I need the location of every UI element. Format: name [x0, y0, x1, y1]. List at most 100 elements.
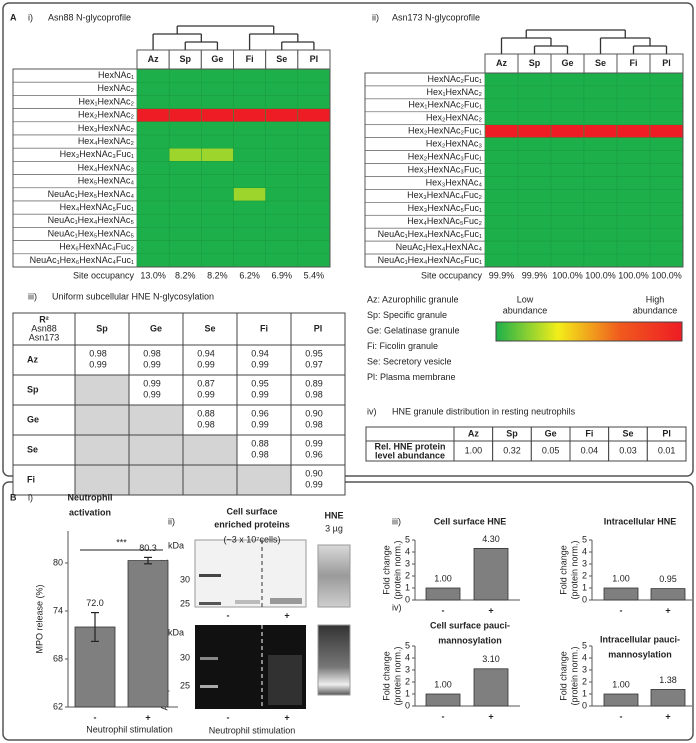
heatmap-cell	[201, 213, 234, 228]
lane-label: -	[227, 610, 230, 620]
heatmap-cell	[265, 134, 299, 149]
heatmap-cell	[517, 85, 552, 100]
lane-label: +	[284, 712, 289, 722]
row-label: NeuAc₁Hex₄HexNAc₅	[48, 215, 135, 225]
heatmap-cell	[168, 200, 202, 215]
row-label: Hex₄HexNAc₅Fuc₂	[407, 216, 482, 226]
definition: Pl: Plasma membrane	[367, 372, 456, 382]
heatmap-cell	[484, 72, 519, 87]
table-cell	[182, 464, 238, 496]
correlation-value: 0.98	[143, 348, 161, 358]
y-axis-label: Fold change	[558, 651, 568, 701]
heatmap-cell	[583, 98, 618, 113]
occupancy-value: 8.2%	[207, 270, 228, 280]
heatmap-cell	[233, 108, 266, 123]
row-label: level abundance	[375, 450, 445, 460]
heatmap-cell	[616, 98, 651, 113]
error-bar	[144, 556, 152, 565]
y-tick-label: 1	[405, 688, 410, 698]
row-label: Hex₂HexNAc₂	[78, 110, 135, 120]
definition: Sp: Specific granule	[367, 310, 447, 320]
y-tick-label: 4	[405, 546, 410, 556]
y-tick-label: 0	[405, 700, 410, 710]
heatmap-cell	[583, 124, 618, 138]
heatmap-cell	[616, 111, 651, 125]
occupancy-value: 6.2%	[239, 270, 260, 280]
heatmap-title: Asn88 N-glycoprofile	[48, 12, 131, 22]
heatmap-cell	[484, 85, 519, 100]
heatmap-cell	[168, 161, 202, 175]
y-tick-label: 1	[405, 582, 410, 592]
heatmap-cell	[265, 161, 299, 175]
heatmap-cell	[616, 240, 651, 255]
column-header: Se	[276, 54, 287, 64]
heatmap-frame	[364, 72, 684, 268]
heatmap-cell	[168, 147, 202, 162]
heatmap-cell	[265, 240, 299, 255]
row-label: Se	[27, 444, 38, 454]
panel-sublabel: iii)	[392, 516, 401, 526]
blot-subtitle: (~3 x 10⁷cells)	[223, 534, 280, 544]
occupancy-value: 99.9%	[522, 270, 548, 280]
chart-title: Intracellular pauci-	[600, 634, 680, 644]
bar	[650, 689, 686, 707]
heatmap-cell	[168, 95, 202, 109]
heatmap-cell	[297, 108, 331, 123]
heatmap-cell	[265, 213, 299, 228]
heatmap-cell	[649, 124, 684, 138]
heatmap-cell	[583, 150, 618, 164]
table-cell	[12, 374, 76, 406]
heatmap-cell	[168, 187, 202, 202]
heatmap-cell	[583, 85, 618, 100]
chart-title: Neutrophil	[68, 492, 113, 502]
heatmap-cell	[649, 227, 684, 242]
heatmap-cell	[583, 137, 618, 151]
y-axis-label: Fold change	[558, 545, 568, 595]
table-cell	[74, 434, 130, 466]
row-label: Hex₂HexNAc₂Fuc₁	[408, 126, 482, 136]
heatmap-cell	[517, 150, 552, 164]
bar	[473, 548, 509, 601]
row-label: Hex₆HexNAc₄Fuc₂	[59, 242, 134, 252]
correlation-value: 0.90	[305, 468, 323, 478]
correlation-value: 0.99	[143, 359, 161, 369]
y-tick-label: 3	[582, 664, 587, 674]
heatmap-cell	[484, 215, 519, 229]
table-title: Uniform subcellular HNE N-glycosylation	[52, 291, 214, 301]
panel-sublabel: ii)	[168, 516, 175, 526]
panel-sublabel: iii)	[28, 291, 37, 301]
blot-band	[270, 598, 302, 604]
heatmap-cell	[136, 174, 170, 189]
blot-band	[235, 600, 260, 604]
heatmap-cell	[297, 253, 331, 268]
blot-band	[199, 602, 221, 605]
x-tick-label: +	[488, 605, 493, 615]
row-label: NeuAc₁Hex₅HexNAc₅	[48, 228, 135, 238]
column-header: Se	[595, 58, 606, 68]
y-axis-label: (protein norm.)	[392, 646, 402, 705]
row-label: Hex₁HexNAc₂	[78, 96, 134, 106]
heatmap-cell	[616, 202, 651, 216]
row-label: HexNAc₁	[98, 70, 134, 80]
y-tick-label: 3	[405, 558, 410, 568]
heatmap-cell	[649, 85, 684, 100]
column-header: Ge	[150, 323, 162, 333]
chart-title: mannosylation	[438, 635, 502, 645]
correlation-value: 0.99	[305, 479, 323, 489]
heatmap-cell	[265, 253, 299, 268]
row-label: Hex₂HexNAc₂	[426, 113, 483, 123]
row-label: Hex₁HexNAc₂	[426, 87, 482, 97]
heatmap-cell	[550, 98, 585, 113]
lane-label: -	[227, 712, 230, 722]
heatmap-cell	[168, 174, 202, 189]
correlation-value: 0.87	[197, 378, 215, 388]
table-value: 0.04	[581, 445, 599, 455]
correlation-value: 0.99	[143, 378, 161, 388]
x-tick-label: -	[442, 605, 445, 615]
heatmap-cell	[649, 98, 684, 113]
blot-title: enriched proteins	[214, 519, 290, 529]
heatmap-cell	[649, 202, 684, 216]
heatmap-cell	[168, 227, 202, 241]
heatmap-cell	[136, 95, 170, 109]
